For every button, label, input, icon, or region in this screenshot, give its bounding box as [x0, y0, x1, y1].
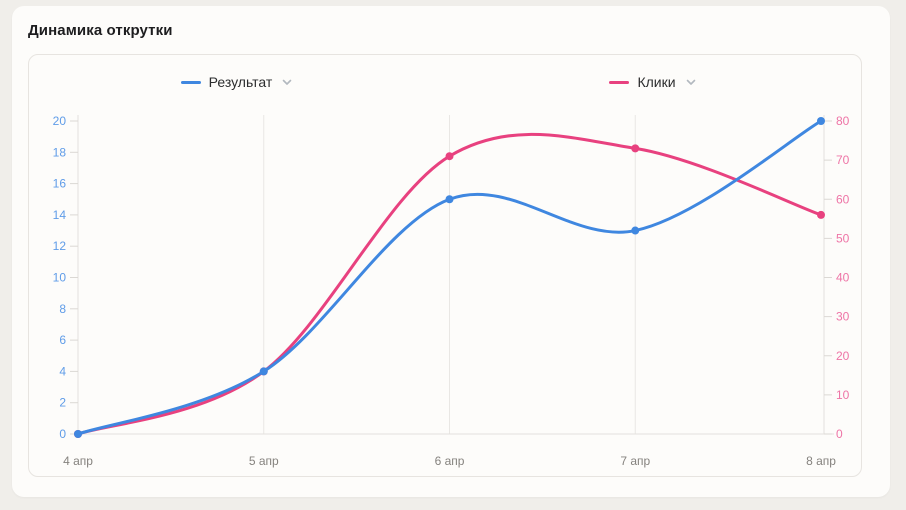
x-axis-label: 8 апр — [806, 454, 836, 468]
left-axis-label: 14 — [53, 208, 67, 222]
left-axis-label: 12 — [53, 239, 67, 253]
legend-item-clicks[interactable]: Клики — [609, 74, 696, 90]
right-axis-label: 70 — [836, 153, 850, 167]
data-point-Результат[interactable] — [445, 195, 454, 204]
right-axis-label: 80 — [836, 114, 850, 128]
page-title: Динамика открутки — [28, 22, 173, 39]
result-series-swatch — [180, 80, 201, 84]
left-axis-label: 10 — [53, 271, 67, 285]
left-axis-label: 8 — [59, 302, 66, 316]
data-point-Результат[interactable] — [817, 117, 825, 125]
x-axis-label: 6 апр — [435, 454, 465, 468]
data-point-Результат[interactable] — [631, 226, 640, 235]
data-point-Клики[interactable] — [817, 210, 825, 219]
data-point-Клики[interactable] — [445, 152, 454, 161]
right-axis-label: 0 — [836, 427, 843, 441]
series-line-Клики — [76, 132, 823, 436]
chart-panel: Результат Клики — [28, 54, 862, 477]
right-axis-label: 40 — [836, 271, 850, 285]
data-point-Результат[interactable] — [259, 367, 268, 376]
clicks-series-swatch — [609, 80, 630, 84]
legend-half-left: Результат — [29, 55, 445, 99]
x-axis-label: 7 апр — [620, 454, 650, 468]
left-axis-label: 6 — [59, 333, 66, 347]
x-axis-label: 5 апр — [249, 454, 279, 468]
right-axis-label: 50 — [836, 231, 850, 245]
right-axis-label: 30 — [836, 310, 850, 324]
left-axis-label: 16 — [53, 177, 67, 191]
legend-row: Результат Клики — [29, 55, 861, 99]
data-point-Результат[interactable] — [74, 430, 82, 438]
chevron-down-icon — [281, 76, 293, 88]
dynamics-chart: 0 2 4 6 8 10 12 14 16 18 20 0 10 20 30 40 50 60 70 80 4 апр 5… — [53, 114, 850, 468]
legend-item-label: Результат — [208, 74, 273, 90]
legend-item-label: Клики — [637, 74, 676, 90]
left-axis-label: 0 — [59, 427, 66, 441]
data-point-Клики[interactable] — [631, 144, 640, 153]
right-axis-label: 60 — [836, 192, 850, 206]
x-axis-label: 4 апр — [63, 454, 93, 468]
left-axis-label: 4 — [59, 364, 66, 378]
dynamics-card: Динамика открутки Результат Клики — [12, 6, 890, 497]
right-axis-label: 20 — [836, 349, 850, 363]
right-axis-label: 10 — [836, 388, 850, 402]
left-axis-label: 18 — [53, 145, 67, 159]
chevron-down-icon — [685, 76, 697, 88]
legend-half-right: Клики — [445, 55, 861, 99]
left-axis-label: 2 — [59, 396, 66, 410]
left-axis-label: 20 — [53, 114, 67, 128]
legend-item-result[interactable]: Результат — [180, 74, 294, 90]
